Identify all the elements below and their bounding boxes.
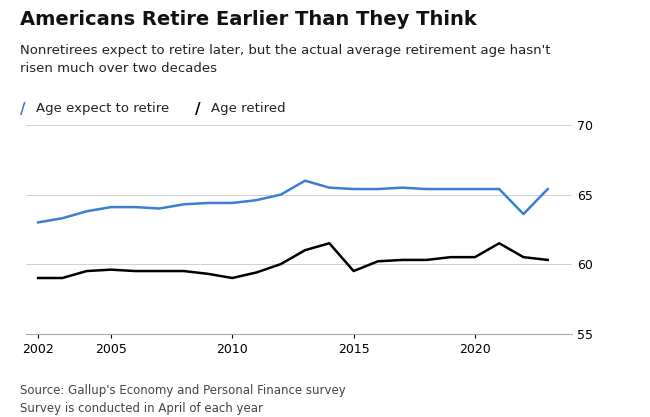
Text: Age expect to retire: Age expect to retire [36, 102, 169, 115]
Text: /: / [20, 102, 25, 117]
Text: Age retired: Age retired [211, 102, 286, 115]
Text: Americans Retire Earlier Than They Think: Americans Retire Earlier Than They Think [20, 10, 476, 30]
Text: Nonretirees expect to retire later, but the actual average retirement age hasn't: Nonretirees expect to retire later, but … [20, 44, 550, 75]
Text: Source: Gallup's Economy and Personal Finance survey
Survey is conducted in Apri: Source: Gallup's Economy and Personal Fi… [20, 384, 345, 415]
Text: /: / [195, 102, 201, 117]
